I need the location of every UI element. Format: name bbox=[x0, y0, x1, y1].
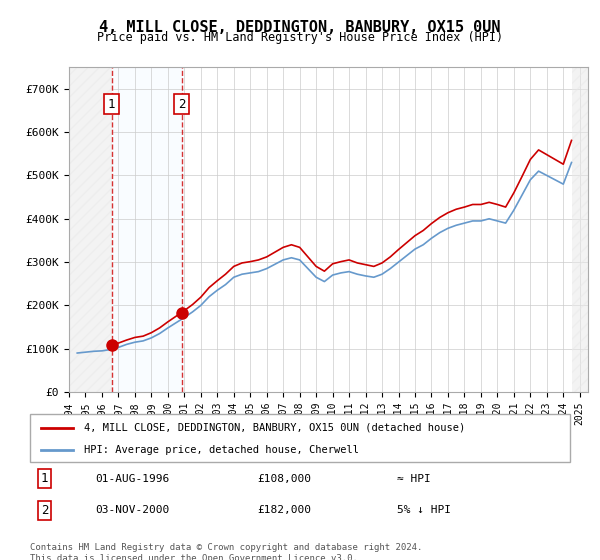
FancyBboxPatch shape bbox=[30, 414, 570, 462]
Text: 1: 1 bbox=[108, 97, 115, 110]
Text: Price paid vs. HM Land Registry's House Price Index (HPI): Price paid vs. HM Land Registry's House … bbox=[97, 31, 503, 44]
Text: 5% ↓ HPI: 5% ↓ HPI bbox=[397, 505, 451, 515]
Text: 4, MILL CLOSE, DEDDINGTON, BANBURY, OX15 0UN (detached house): 4, MILL CLOSE, DEDDINGTON, BANBURY, OX15… bbox=[84, 423, 465, 433]
Text: HPI: Average price, detached house, Cherwell: HPI: Average price, detached house, Cher… bbox=[84, 445, 359, 455]
Text: 01-AUG-1996: 01-AUG-1996 bbox=[95, 474, 169, 484]
Text: 2: 2 bbox=[41, 504, 48, 517]
Bar bbox=[69, 67, 112, 392]
Bar bbox=[112, 67, 182, 392]
Bar bbox=[69, 67, 112, 392]
Text: 1: 1 bbox=[41, 472, 48, 486]
Bar bbox=[572, 67, 588, 392]
Text: ≈ HPI: ≈ HPI bbox=[397, 474, 431, 484]
Text: 03-NOV-2000: 03-NOV-2000 bbox=[95, 505, 169, 515]
Text: £108,000: £108,000 bbox=[257, 474, 311, 484]
Text: 2: 2 bbox=[178, 97, 185, 110]
Text: Contains HM Land Registry data © Crown copyright and database right 2024.
This d: Contains HM Land Registry data © Crown c… bbox=[30, 543, 422, 560]
Text: 4, MILL CLOSE, DEDDINGTON, BANBURY, OX15 0UN: 4, MILL CLOSE, DEDDINGTON, BANBURY, OX15… bbox=[99, 20, 501, 35]
Text: £182,000: £182,000 bbox=[257, 505, 311, 515]
